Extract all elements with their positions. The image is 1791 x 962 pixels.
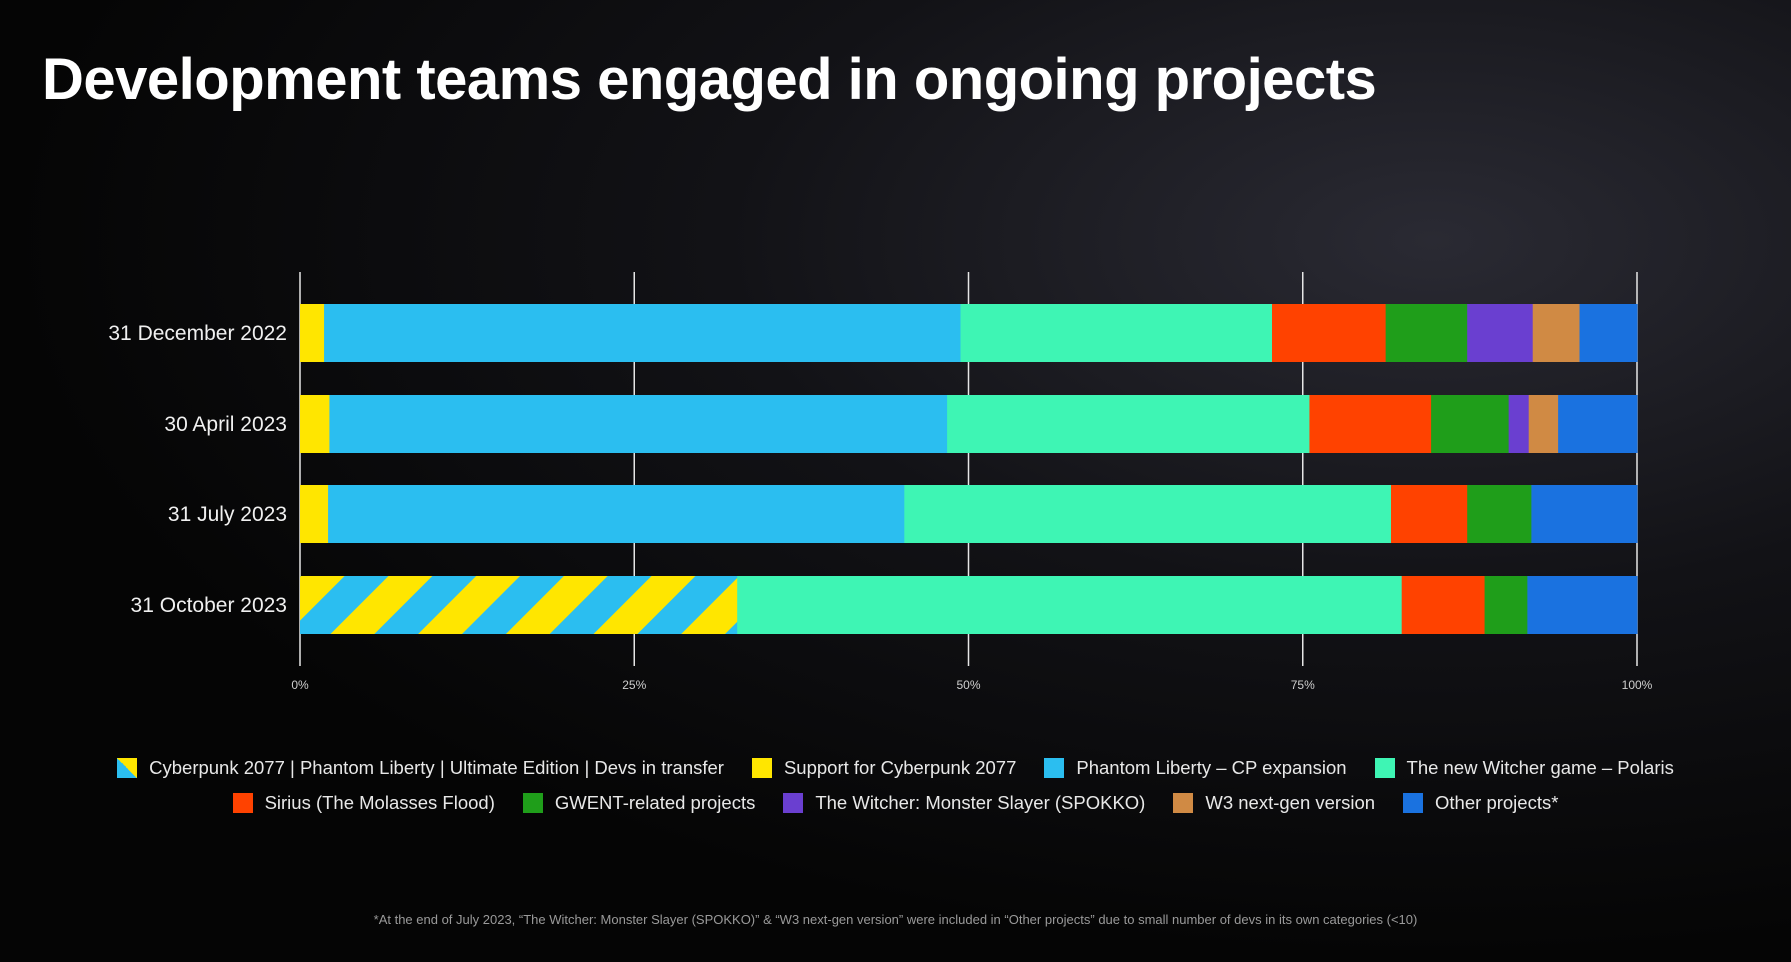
bar-segment [1558, 395, 1638, 453]
bar-segment [1431, 395, 1510, 453]
legend-item: Sirius (The Molasses Flood) [232, 792, 495, 814]
bar-segment [328, 485, 905, 543]
legend-label: Other projects* [1435, 792, 1559, 813]
legend-swatch [232, 793, 253, 813]
x-tick-label: 50% [956, 678, 980, 692]
legend-label: Cyberpunk 2077 | Phantom Liberty | Ultim… [149, 757, 724, 778]
legend-item: Support for Cyberpunk 2077 [751, 757, 1017, 779]
legend-swatch [1403, 793, 1424, 813]
legend-swatch [1173, 793, 1194, 813]
bar-segment [1401, 576, 1486, 634]
legend-label: Phantom Liberty – CP expansion [1076, 757, 1347, 778]
legend-item: Other projects* [1403, 792, 1558, 814]
bar-segment [329, 395, 948, 453]
legend-swatch [117, 758, 138, 778]
bar-segment [1528, 395, 1559, 453]
legend-swatch [751, 758, 772, 778]
legend-item: The Witcher: Monster Slayer (SPOKKO) [783, 792, 1145, 814]
legend-label: The Witcher: Monster Slayer (SPOKKO) [815, 792, 1146, 813]
legend-item: GWENT-related projects [522, 792, 756, 814]
legend-item: The new Witcher game – Polaris [1374, 757, 1674, 779]
legend-item: W3 next-gen version [1173, 792, 1375, 814]
page-title: Development teams engaged in ongoing pro… [42, 47, 1377, 112]
footnote: *At the end of July 2023, “The Witcher: … [373, 912, 1418, 927]
legend-label: Support for Cyberpunk 2077 [783, 757, 1017, 778]
bar-segment [300, 304, 325, 362]
legend-label: Sirius (The Molasses Flood) [264, 792, 495, 813]
bar-segment [947, 395, 1310, 453]
bar-segment [1467, 485, 1532, 543]
bar-segment [1527, 576, 1638, 634]
bar-segment [324, 304, 961, 362]
category-label: 30 April 2023 [164, 413, 287, 436]
legend-label: The new Witcher game – Polaris [1406, 757, 1674, 778]
legend-row-1: Cyberpunk 2077 | Phantom Liberty | Ultim… [0, 757, 1791, 779]
bar-segment [960, 304, 1273, 362]
legend-swatch [783, 793, 804, 813]
bar-segment [300, 485, 329, 543]
legend-item: Phantom Liberty – CP expansion [1044, 757, 1347, 779]
bar-segment [1467, 304, 1534, 362]
legend-item: Cyberpunk 2077 | Phantom Liberty | Ultim… [117, 757, 724, 779]
bar-segment [300, 395, 330, 453]
bar-segment [1385, 304, 1468, 362]
category-label: 31 October 2023 [131, 594, 287, 617]
x-tick-label: 0% [291, 678, 309, 692]
legend-swatch [1044, 758, 1065, 778]
bar-segment [1271, 304, 1387, 362]
bar-segment [1531, 485, 1638, 543]
bar-segment [1508, 395, 1530, 453]
bar-segment [737, 576, 1403, 634]
x-tick-label: 100% [1622, 678, 1653, 692]
category-label: 31 July 2023 [168, 503, 287, 526]
legend-swatch [522, 793, 543, 813]
legend-row-2: Sirius (The Molasses Flood) GWENT-related… [0, 792, 1791, 814]
bar-segment [1532, 304, 1581, 362]
legend-label: W3 next-gen version [1205, 792, 1376, 813]
legend-swatch [1374, 758, 1395, 778]
bar-segment [1484, 576, 1528, 634]
bar-segment [1579, 304, 1638, 362]
x-tick-label: 25% [622, 678, 646, 692]
bar-segment [904, 485, 1392, 543]
bar-segment [1309, 395, 1432, 453]
x-tick-label: 75% [1291, 678, 1315, 692]
bar-segment [1390, 485, 1468, 543]
category-label: 31 December 2022 [108, 322, 287, 345]
legend-label: GWENT-related projects [554, 792, 756, 813]
bar-segment [300, 576, 738, 634]
